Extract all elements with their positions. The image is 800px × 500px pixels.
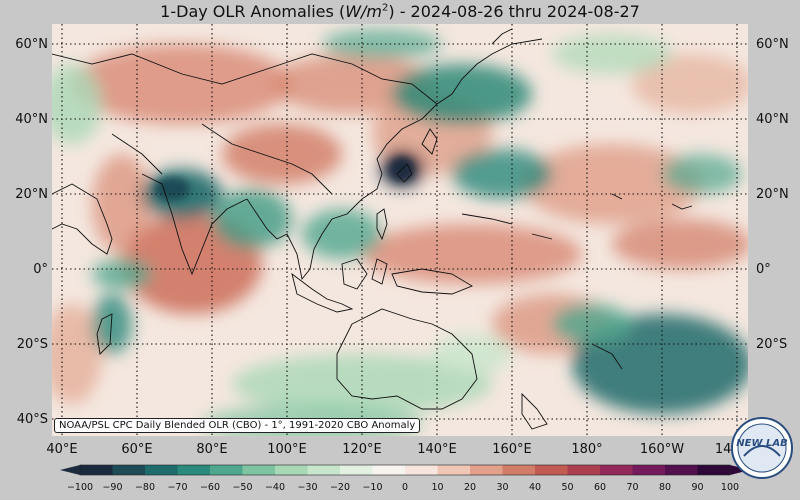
colorbar-svg: [60, 464, 750, 476]
lat-label-20n-right: 20°N: [756, 187, 789, 202]
colorbar-tick-label: 0: [401, 482, 409, 493]
lat-label-20s: 20°S: [16, 337, 48, 352]
colorbar-tick-label: 60: [593, 482, 607, 493]
logo-text: NEW LAB: [736, 438, 787, 449]
colorbar-tick-label: 100: [720, 482, 740, 493]
colorbar-segment: [210, 465, 243, 475]
colorbar-segment: [600, 465, 633, 475]
colorbar-min-arrow: [60, 465, 80, 475]
colorbar-tick-label: −10: [362, 482, 383, 493]
lon-label-140e: 140°E: [417, 442, 457, 457]
lat-label-40n: 40°N: [15, 112, 48, 127]
colorbar-segment: [242, 465, 276, 475]
lon-label-40e: 40°E: [46, 442, 78, 457]
map-title: 1-Day OLR Anomalies (W/m2) - 2024-08-26 …: [160, 2, 640, 21]
lon-label-100e: 100°E: [267, 442, 307, 457]
colorbar-tick-label: 30: [496, 482, 509, 493]
colorbar-tick-label: −60: [199, 482, 221, 493]
lat-label-20s-right: 20°S: [756, 337, 788, 352]
colorbar-segment: [145, 465, 178, 475]
colorbar-segment: [307, 465, 341, 475]
colorbar-tick-label: 70: [626, 482, 639, 493]
lat-label-0: 0°: [33, 262, 48, 277]
colorbar-segment: [665, 465, 698, 475]
colorbar-segment: [405, 465, 438, 475]
colorbar-segment: [470, 465, 503, 475]
colorbar-segment: [275, 465, 308, 475]
colorbar-tick-label: −30: [297, 482, 318, 493]
colorbar-tick-label: −80: [134, 482, 156, 493]
colorbar-tick-label: −40: [264, 482, 286, 493]
colorbar-segment: [372, 465, 406, 475]
colorbar-segment: [502, 465, 536, 475]
noaa-psl-logo: NEW LAB: [730, 416, 794, 480]
olr-anomaly-map: [52, 24, 748, 436]
colorbar-segment: [632, 465, 666, 475]
colorbar-segment: [340, 465, 373, 475]
colorbar-segment: [177, 465, 211, 475]
colorbar: −100 −90 −80 −70 −60 −50 −40 −30 −20 −10 0 10 20 30 40…: [60, 462, 750, 498]
colorbar-segment: [567, 465, 601, 475]
lon-label-60e: 60°E: [121, 442, 153, 457]
data-source-credit: NOAA/PSL CPC Daily Blended OLR (CBO) - 1…: [54, 418, 421, 433]
anomaly-field: [52, 29, 748, 436]
lat-label-60n: 60°N: [15, 37, 48, 52]
colorbar-segment: [80, 465, 113, 475]
colorbar-segment: [535, 465, 568, 475]
lat-label-20n: 20°N: [15, 187, 48, 202]
colorbar-tick-label: 90: [691, 482, 704, 493]
colorbar-tick-label: −20: [329, 482, 351, 493]
lon-label-160w: 160°W: [639, 442, 685, 457]
coastlines: [52, 28, 693, 430]
lon-label-80e: 80°E: [196, 442, 228, 457]
colorbar-tick-label: 10: [431, 482, 444, 493]
colorbar-tick-label: 40: [528, 482, 542, 493]
lat-label-0-right: 0°: [756, 262, 771, 277]
lat-label-40s: 40°S: [16, 412, 48, 427]
colorbar-tick-label: −100: [66, 482, 94, 493]
colorbar-tick-label: 80: [658, 482, 672, 493]
colorbar-tick-label: 50: [561, 482, 574, 493]
colorbar-tick-label: 20: [463, 482, 477, 493]
colorbar-segment: [112, 465, 146, 475]
lon-label-180: 180°: [571, 442, 603, 457]
colorbar-segment: [697, 465, 731, 475]
map-svg: [52, 24, 748, 436]
colorbar-segment: [437, 465, 471, 475]
lat-label-40n-right: 40°N: [756, 112, 789, 127]
colorbar-tick-label: −70: [167, 482, 188, 493]
colorbar-max-arrow: [730, 465, 750, 475]
lat-label-60n-right: 60°N: [756, 37, 789, 52]
lon-label-120e: 120°E: [342, 442, 382, 457]
colorbar-outline: [79, 464, 731, 476]
lon-label-160e: 160°E: [492, 442, 532, 457]
colorbar-tick-label: −50: [232, 482, 253, 493]
colorbar-tick-label: −90: [102, 482, 123, 493]
